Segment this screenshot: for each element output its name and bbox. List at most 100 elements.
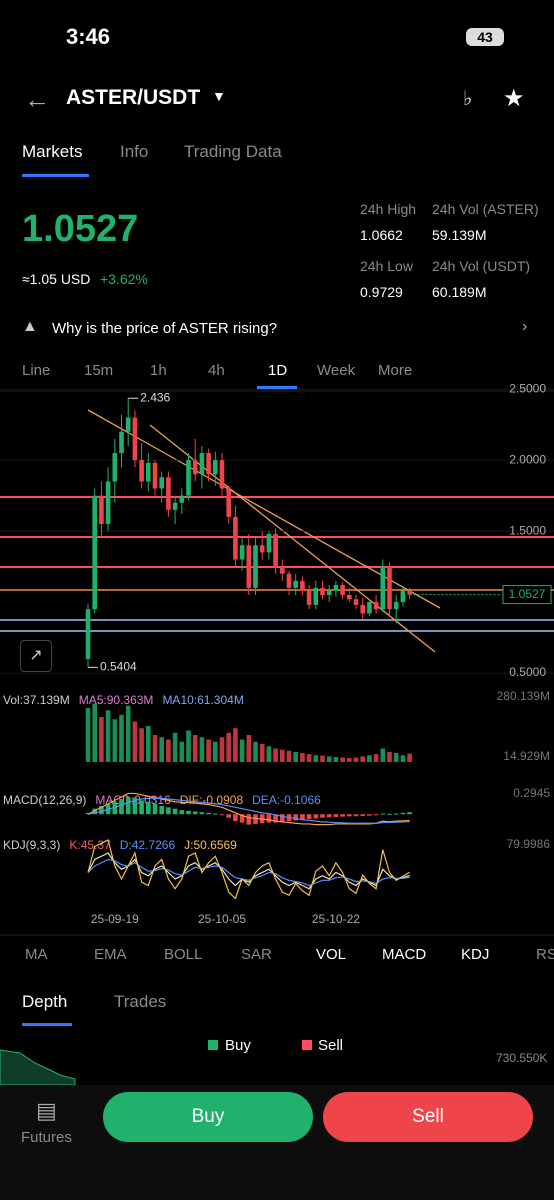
macd-bar — [172, 808, 178, 815]
y-tick-label: 79.9986 — [507, 837, 551, 851]
volume-bar — [259, 744, 265, 762]
volume-bar — [159, 737, 164, 762]
volume-bar — [199, 737, 205, 762]
candle-body — [85, 609, 91, 659]
macd-bar — [226, 814, 231, 818]
interval[interactable]: 1D — [268, 362, 288, 379]
futures-label[interactable]: Futures — [21, 1129, 72, 1146]
interval[interactable]: Week — [317, 362, 356, 379]
banner[interactable]: Why is the price of ASTER rising? — [52, 320, 278, 337]
candle-body — [186, 460, 191, 496]
macd-bar — [266, 814, 272, 823]
back-button[interactable]: ← — [24, 84, 50, 114]
macd-bar — [119, 799, 124, 815]
panel-legend: MA10:61.304M — [162, 693, 243, 707]
chevron[interactable]: › — [522, 318, 528, 335]
candle-body — [313, 587, 319, 605]
indicator-tab[interactable]: EMA — [94, 946, 127, 963]
macd-bar — [199, 812, 205, 815]
macd-bar — [333, 814, 339, 817]
candle-body — [132, 417, 138, 461]
volume-bar — [300, 753, 305, 762]
candle-body — [146, 462, 151, 482]
macd-bar — [92, 808, 97, 815]
indicator-line — [87, 858, 410, 887]
candle-body — [400, 590, 406, 603]
candle-body — [199, 453, 205, 475]
dropdown-icon[interactable]: ▼ — [212, 88, 226, 104]
panel-legend: KDJ(9,3,3) — [3, 838, 60, 852]
y-tick-label: 14.929M — [503, 749, 550, 763]
indicator-tab[interactable]: BOLL — [164, 946, 203, 963]
tab[interactable]: Info — [120, 142, 149, 161]
panel-legend: Vol:37.139M — [3, 693, 70, 707]
tab[interactable]: Markets — [22, 142, 83, 161]
candle-body — [347, 594, 352, 600]
favorite-icon[interactable]: ★ — [503, 85, 525, 112]
volume-bar — [112, 719, 118, 762]
sell-button[interactable]: Sell — [323, 1092, 533, 1142]
macd-bar — [253, 814, 258, 824]
indicator-tab[interactable]: RS — [536, 946, 554, 963]
candle-body — [333, 585, 339, 591]
candle-body — [152, 462, 158, 489]
interval[interactable]: 1h — [150, 362, 167, 379]
interval[interactable]: Line — [22, 362, 51, 379]
alert-icon[interactable]: ♭ — [463, 88, 473, 110]
candle-body — [233, 516, 238, 560]
depth-tab[interactable]: Depth — [22, 992, 68, 1011]
date-label: 25-09-19 — [91, 912, 139, 926]
macd-bar — [393, 813, 399, 815]
volume-bar — [166, 739, 171, 762]
indicator-line — [87, 852, 410, 890]
pair-title[interactable]: ASTER/USDT — [66, 86, 201, 109]
volume-bar — [132, 721, 138, 762]
candle-body — [360, 604, 365, 614]
volume-bar — [92, 703, 97, 762]
candle-body — [380, 566, 386, 610]
interval[interactable]: More — [378, 362, 413, 379]
candle-body — [266, 533, 272, 553]
macd-bar — [213, 813, 218, 815]
volume-bar — [213, 741, 218, 762]
macd-bar — [313, 814, 319, 819]
candle-body — [246, 545, 252, 588]
volume-bar — [246, 735, 252, 762]
futures-icon[interactable]: ▤ — [36, 1098, 57, 1123]
stat-label: 24h High — [360, 201, 417, 217]
stat-label: 24h Vol (ASTER) — [432, 201, 539, 217]
volume-bar — [387, 751, 392, 762]
tab[interactable]: Trading Data — [184, 142, 282, 161]
trades-tab[interactable]: Trades — [114, 992, 167, 1011]
indicator-tab[interactable]: VOL — [316, 946, 347, 963]
buy-button[interactable]: Buy — [103, 1092, 313, 1142]
candle-body — [367, 602, 372, 614]
volume-bar — [152, 735, 158, 762]
candle-body — [306, 590, 312, 605]
last-price-tag — [502, 585, 552, 605]
candle-body — [166, 477, 171, 510]
indicator-tab[interactable]: SAR — [241, 946, 272, 963]
indicator-tab[interactable]: MA — [25, 946, 48, 963]
indicator-tab[interactable]: KDJ — [461, 946, 490, 963]
interval[interactable]: 15m — [84, 362, 114, 379]
candle-body — [213, 460, 218, 475]
panel-legend: D:42.7266 — [120, 838, 176, 852]
volume-bar — [172, 732, 178, 762]
clock: 3:46 — [66, 24, 111, 49]
candle-body — [353, 599, 359, 605]
indicator-line — [87, 839, 410, 900]
change: +3.62% — [100, 271, 148, 287]
indicator-tab[interactable]: MACD — [382, 946, 427, 963]
candle-body — [125, 417, 131, 432]
candle-body — [286, 573, 292, 588]
volume-bar — [367, 755, 372, 762]
fullscreen-button[interactable]: ↗ — [20, 640, 52, 672]
candle-body — [340, 585, 345, 595]
volume-bar — [286, 750, 292, 762]
macd-bar — [233, 814, 238, 822]
macd-bar — [186, 810, 191, 815]
interval[interactable]: 4h — [208, 362, 225, 379]
macd-bar — [139, 800, 144, 815]
macd-bar — [99, 805, 104, 815]
